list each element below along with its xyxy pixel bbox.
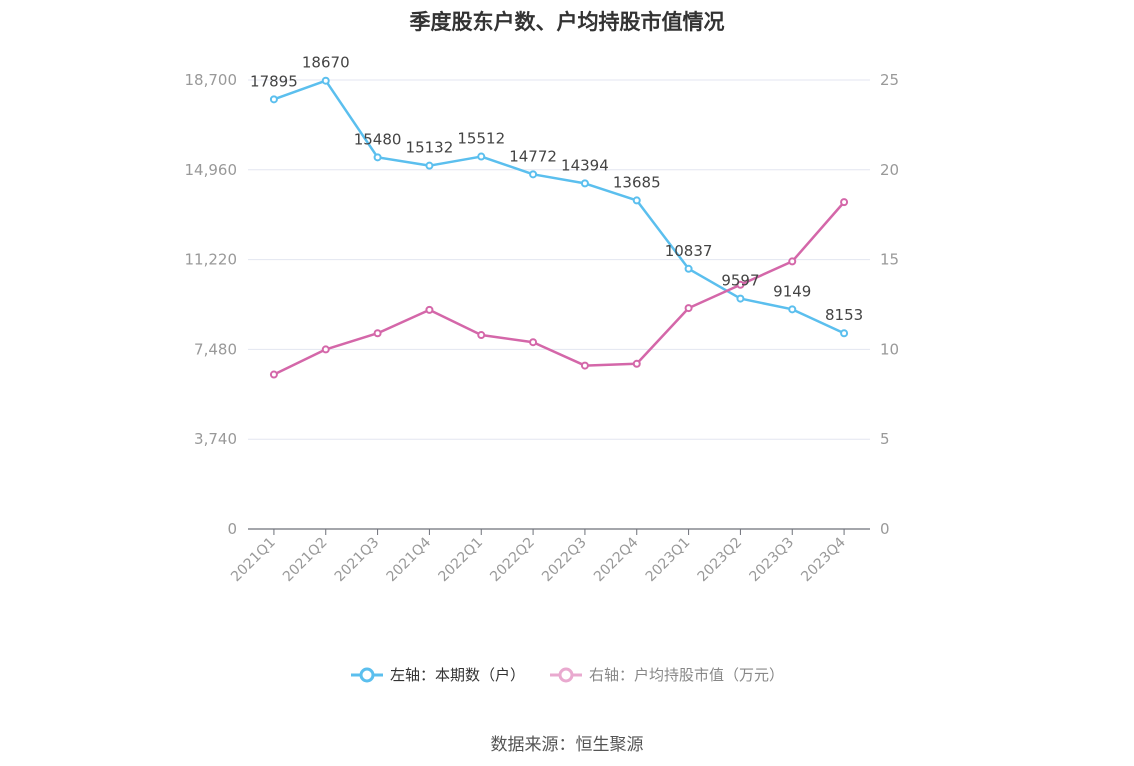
y-left-tick-label: 0 [227, 520, 237, 538]
grid-lines [248, 79, 870, 440]
legend-left-label: 左轴：本期数（户） [389, 666, 525, 684]
series-point-right [788, 257, 797, 266]
y-left-tick-label: 18,700 [185, 71, 238, 89]
series-point-left [580, 179, 589, 188]
x-tick-label: 2023Q3 [746, 535, 797, 586]
x-tick-label: 2023Q1 [643, 535, 694, 586]
data-label: 15512 [457, 130, 505, 148]
chart-plot: 0 3,740 7,480 11,220 14,960 18,700 0 5 10 15 20 25 2… [185, 54, 900, 586]
legend-right-label: 右轴：户均持股市值（万元） [589, 666, 785, 684]
x-tick-label: 2022Q3 [539, 535, 590, 586]
series-point-left [269, 95, 278, 104]
y-right-tick-label: 0 [880, 520, 890, 538]
legend-item-left-series[interactable]: 左轴：本期数（户） [350, 664, 525, 685]
source-note: 数据来源：恒生聚源 [490, 735, 644, 755]
series-layer [269, 76, 849, 379]
data-label: 15480 [354, 130, 402, 148]
x-tick-label: 2022Q4 [591, 534, 642, 585]
series-line-right [273, 201, 846, 376]
y-right-tick-label: 20 [880, 161, 899, 179]
series-point-right [321, 345, 330, 354]
series-point-right [269, 370, 278, 379]
series-point-right [425, 305, 434, 314]
chart-title: 季度股东户数、户均持股市值情况 [409, 10, 725, 34]
y-left-tick-label: 14,960 [185, 161, 238, 179]
x-tick-label: 2021Q1 [228, 535, 279, 586]
series-point-left [529, 170, 538, 179]
data-label: 9149 [773, 282, 811, 300]
data-label: 8153 [825, 306, 863, 324]
y-right-tick-label: 5 [880, 430, 890, 448]
x-tick-label: 2023Q4 [798, 534, 849, 585]
series-point-left [788, 305, 797, 314]
x-tick-label: 2023Q2 [695, 535, 746, 586]
data-label: 14394 [561, 156, 609, 174]
data-label: 9597 [721, 272, 759, 290]
series-point-right [840, 198, 849, 207]
x-tick-label: 2022Q1 [435, 535, 486, 586]
y-left-tick-label: 3,740 [194, 430, 237, 448]
series-point-left [684, 264, 693, 273]
y-left-tick-label: 11,220 [185, 251, 238, 269]
series-point-left [632, 196, 641, 205]
series-point-right [477, 331, 486, 340]
data-label: 13685 [613, 173, 661, 191]
series-point-right [529, 338, 538, 347]
series-point-right [373, 329, 382, 338]
series-point-left [736, 294, 745, 303]
series-point-right [632, 359, 641, 368]
y-right-tick-label: 10 [880, 340, 899, 358]
data-label: 10837 [665, 242, 713, 260]
y-right-tick-label: 15 [880, 251, 899, 269]
data-label: 18670 [302, 54, 350, 72]
series-point-left [477, 152, 486, 161]
series-line-left [273, 79, 845, 335]
series-point-right [580, 361, 589, 370]
series-point-left [373, 153, 382, 162]
x-tick-label: 2021Q3 [332, 535, 383, 586]
legend-right-marker-icon [550, 667, 582, 682]
data-label: 14772 [509, 147, 557, 165]
legend-left-marker-icon [350, 667, 383, 682]
series-point-left [840, 329, 849, 338]
x-tick-label: 2021Q4 [384, 534, 435, 585]
legend: 左轴：本期数（户） 右轴：户均持股市值（万元） [0, 664, 1134, 685]
series-point-left [321, 76, 330, 85]
series-point-right [684, 304, 693, 313]
x-tick-label: 2022Q2 [487, 535, 538, 586]
x-tick-label: 2021Q2 [280, 535, 331, 586]
data-label: 15132 [406, 139, 454, 157]
legend-item-right-series[interactable]: 右轴：户均持股市值（万元） [549, 664, 784, 685]
series-point-right [736, 280, 745, 289]
y-left-tick-label: 7,480 [194, 340, 237, 358]
series-point-left [425, 161, 434, 170]
y-right-tick-label: 25 [880, 71, 899, 89]
data-label: 17895 [250, 72, 298, 90]
